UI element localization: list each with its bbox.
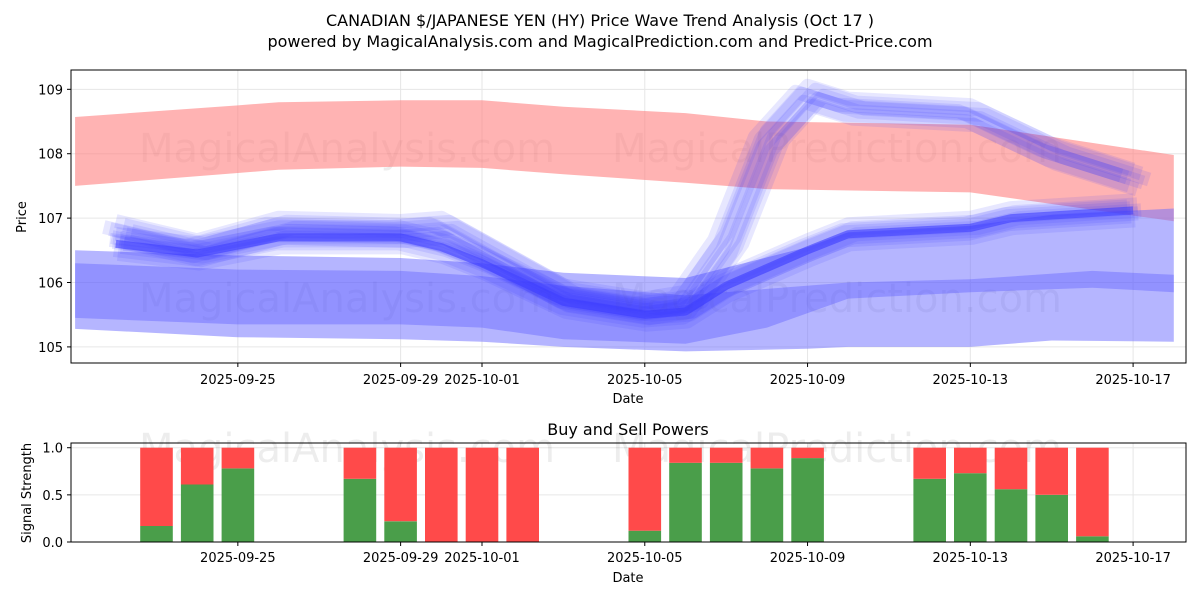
power-panel: Buy and Sell Powers MagicalAnalysis.comM… [20,420,1187,586]
buy-bar [180,484,214,542]
price-x-tick-label: 2025-10-05 [607,373,683,388]
sell-bar [1076,447,1109,537]
blue-trend-band-mid [75,263,1174,344]
power-bars [140,447,1109,542]
blue-wave-line [130,88,1152,316]
sell-bar [221,447,255,469]
buy-bar [384,521,417,542]
power-x-tick-label: 2025-10-01 [444,551,520,566]
sell-bar [913,447,946,479]
blue-wave-line [122,82,1144,310]
buy-bar [709,462,743,542]
price-axes-frame [70,69,1187,364]
blue-trend-band-wide [75,208,1174,352]
blue-wave-core [115,206,1134,319]
blue-wave-line [114,78,1136,306]
blue-wave-line [108,86,1130,314]
sell-bar [1035,447,1068,495]
figure-title-line1: CANADIAN $/JAPANESE YEN (HY) Price Wave … [326,11,874,30]
price-x-axis-label: Date [612,392,643,407]
power-y-ticks: 0.0 0.5 1.0 [42,442,71,551]
buy-bar [994,489,1028,542]
price-y-axis-label: Price [15,201,30,233]
power-x-tick-label: 2025-10-13 [933,551,1009,566]
buy-bar [1035,494,1068,542]
price-y-tick-label: 108 [38,148,63,163]
price-y-tick-label: 109 [38,83,63,98]
power-x-tick-label: 2025-09-25 [200,551,276,566]
blue-wave-line [112,209,1132,328]
power-axes-frame [70,442,1187,543]
sell-bar [750,447,784,469]
power-y-tick-label: 0.5 [42,489,63,504]
sell-bar [709,447,743,463]
price-x-tick-label: 2025-10-09 [770,373,846,388]
sell-bar [465,447,499,542]
buy-bar [140,526,173,542]
sell-bar [506,447,539,542]
figure-title-line2: powered by MagicalAnalysis.com and Magic… [267,32,932,51]
buy-bar [954,473,987,542]
price-y-tick-label: 107 [38,212,63,227]
sell-bar [994,447,1028,490]
price-y-tick-label: 106 [38,277,63,292]
power-x-tick-label: 2025-10-05 [607,551,683,566]
power-y-tick-label: 0.0 [42,536,63,551]
price-panel: MagicalAnalysis.comMagicalPrediction.com… [15,69,1187,407]
power-x-tick-label: 2025-10-17 [1095,551,1171,566]
price-y-ticks: 105 106 107 108 109 [38,83,71,356]
buy-bar [750,468,784,542]
power-x-tick-label: 2025-09-29 [363,551,439,566]
blue-wave-line [118,197,1138,316]
sell-bar [954,447,987,474]
buy-bar [791,458,824,542]
sell-bar [343,447,377,479]
power-x-tick-label: 2025-10-09 [770,551,846,566]
power-x-ticks: 2025-09-25 2025-09-29 2025-10-01 2025-10-05… [200,542,1171,566]
sell-bar [140,447,173,526]
power-panel-title: Buy and Sell Powers [547,420,709,439]
sell-bar [791,447,824,459]
price-x-tick-label: 2025-10-01 [444,373,520,388]
power-y-tick-label: 1.0 [42,442,63,457]
blue-wave-line [114,193,1134,312]
price-x-tick-label: 2025-09-25 [200,373,276,388]
buy-bar [669,462,702,542]
buy-bar [343,478,377,542]
sell-bar [384,447,417,522]
price-bands [75,78,1174,352]
sell-bar [180,447,214,485]
buy-bar [221,468,255,542]
buy-bar [913,478,946,542]
price-x-ticks: 2025-09-25 2025-09-29 2025-10-01 2025-10-05… [200,363,1171,388]
sell-bar [628,447,662,531]
power-y-axis-label: Signal Strength [20,443,35,543]
price-x-tick-label: 2025-10-17 [1095,373,1171,388]
sell-bar [669,447,702,463]
sell-bar [425,447,458,542]
price-y-tick-label: 105 [38,341,63,356]
price-x-tick-label: 2025-09-29 [363,373,439,388]
buy-bar [1076,536,1109,542]
price-x-tick-label: 2025-10-13 [933,373,1009,388]
blue-wave-line [116,213,1136,332]
power-x-axis-label: Date [612,571,643,586]
red-trend-band [75,100,1174,222]
buy-bar [628,530,662,542]
blue-wave-line [102,84,1124,312]
